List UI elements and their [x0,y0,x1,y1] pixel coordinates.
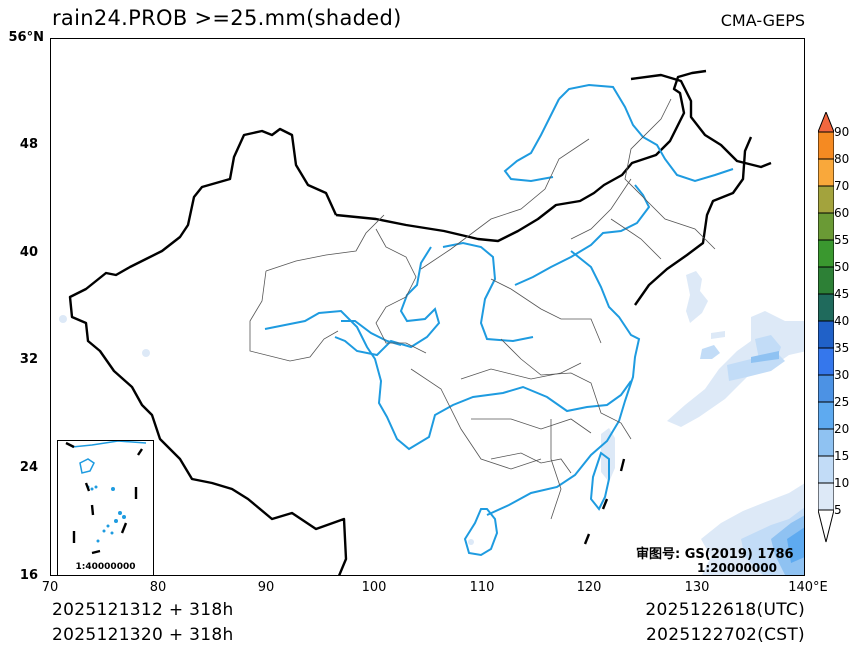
colorbar-label-20: 20 [834,422,850,436]
x-tick-70: 70 [41,580,59,595]
colorbar-label-90: 90 [834,125,850,139]
x-tick-140: 140°E [788,580,828,595]
model-source-label: CMA-GEPS [720,11,805,30]
colorbar-label-45: 45 [834,287,850,301]
colorbar-label-70: 70 [834,179,850,193]
y-tick-40: 40 [19,245,38,260]
colorbar-label-25: 25 [834,395,850,409]
x-tick-80: 80 [149,580,167,595]
province-boundaries [249,98,716,520]
y-tick-16: 16 [19,568,38,583]
national-border [68,69,772,575]
south-china-sea-inset: 1:40000000 [57,440,154,576]
colorbar-label-10: 10 [834,476,850,490]
colorbar-label-15: 15 [834,449,850,463]
colorbar-label-50: 50 [834,260,850,274]
x-tick-130: 130 [684,580,710,595]
colorbar-label-60: 60 [834,206,850,220]
colorbar-label-55: 55 [834,233,850,247]
inset-scale-label: 1:40000000 [75,562,136,572]
map-panel[interactable] [50,38,805,576]
colorbar-label-35: 35 [834,341,850,355]
valid-time-utc: 2025122618(UTC) [645,600,805,620]
colorbar-label-30: 30 [834,368,850,382]
y-tick-24: 24 [19,460,38,475]
x-tick-110: 110 [469,580,495,595]
init-time-cst: 2025121320 + 318h [52,625,234,645]
rivers-and-coastline [264,83,734,557]
china-map-graphic [59,69,804,575]
x-tick-120: 120 [576,580,602,595]
colorbar-label-80: 80 [834,152,850,166]
y-tick-48: 48 [19,137,38,152]
valid-time-cst: 2025122702(CST) [646,625,805,645]
dash-line-segments [583,458,626,545]
init-time-utc: 2025121312 + 318h [52,600,234,620]
inset-map-graphic [65,441,147,555]
x-tick-100: 100 [361,580,387,595]
x-tick-90: 90 [257,580,275,595]
probability-colorbar [818,112,834,543]
probability-shading [59,271,804,575]
y-tick-56: 56°N [8,30,44,45]
chart-title: rain24.PROB >=25.mm(shaded) [52,6,402,30]
map-scale-label: 1:20000000 [697,561,777,575]
map-approval-number: 审图号: GS(2019) 1786 [636,547,794,562]
colorbar-label-40: 40 [834,314,850,328]
y-tick-32: 32 [19,352,38,367]
colorbar-label-5: 5 [834,503,842,517]
